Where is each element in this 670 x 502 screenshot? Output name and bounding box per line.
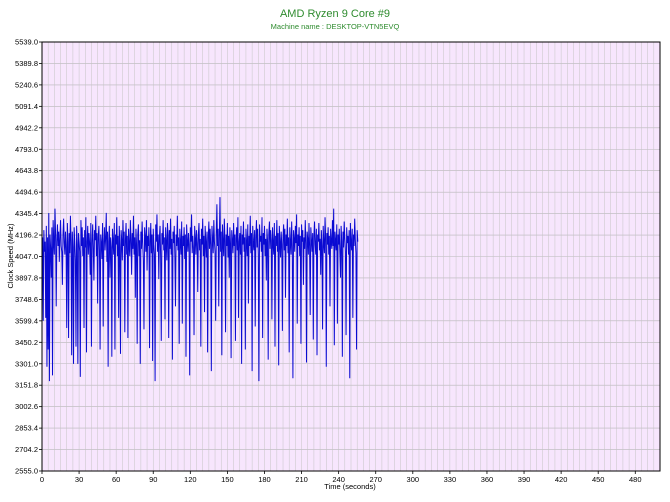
- x-tick-label: 240: [332, 475, 345, 484]
- y-tick-label: 3748.6: [15, 295, 38, 304]
- y-tick-label: 4643.8: [15, 166, 38, 175]
- x-tick-label: 90: [149, 475, 157, 484]
- x-tick-label: 390: [518, 475, 531, 484]
- y-axis-ticks: 2555.0 2704.2 2853.4 3002.6 3151.8 3301.0 3450…: [15, 38, 42, 476]
- x-tick-label: 60: [112, 475, 120, 484]
- x-tick-label: 360: [481, 475, 494, 484]
- series-line: [41, 197, 359, 382]
- y-tick-label: 5389.8: [15, 59, 38, 68]
- chart-title: AMD Ryzen 9 Core #9: [280, 8, 390, 20]
- x-tick-label: 210: [295, 475, 308, 484]
- x-tick-label: 150: [221, 475, 234, 484]
- y-tick-label: 3599.4: [15, 316, 38, 325]
- x-tick-label: 420: [555, 475, 568, 484]
- y-tick-label: 4793.0: [15, 145, 38, 154]
- y-tick-label: 5240.6: [15, 80, 38, 89]
- x-tick-label: 300: [407, 475, 420, 484]
- plot-border: [41, 41, 661, 472]
- x-tick-label: 180: [258, 475, 271, 484]
- y-tick-label: 3301.0: [15, 359, 38, 368]
- y-tick-label: 5539.0: [15, 38, 38, 47]
- x-tick-label: 270: [369, 475, 382, 484]
- y-axis-label: Clock Speed (MHz): [6, 223, 15, 289]
- x-tick-label: 480: [629, 475, 642, 484]
- y-tick-label: 2853.4: [15, 424, 38, 433]
- y-tick-label: 2704.2: [15, 445, 38, 454]
- y-tick-label: 4196.2: [15, 231, 38, 240]
- x-tick-label: 330: [444, 475, 457, 484]
- x-axis-ticks: 0 30 60 90 120 150 180 210 240 270 300 330 360 390 420…: [40, 471, 642, 484]
- y-tick-label: 3897.8: [15, 273, 38, 282]
- y-tick-label: 2555.0: [15, 467, 38, 476]
- x-tick-label: 120: [184, 475, 197, 484]
- y-tick-label: 3151.8: [15, 381, 38, 390]
- y-tick-label: 5091.4: [15, 102, 38, 111]
- x-tick-label: 0: [40, 475, 44, 484]
- x-axis-label: Time (seconds): [324, 482, 376, 491]
- y-tick-label: 4047.0: [15, 252, 38, 261]
- y-tick-label: 4942.2: [15, 123, 38, 132]
- y-tick-label: 4494.6: [15, 188, 38, 197]
- y-tick-label: 4345.4: [15, 209, 38, 218]
- x-tick-label: 30: [75, 475, 83, 484]
- x-tick-label: 450: [592, 475, 605, 484]
- y-tick-label: 3002.6: [15, 402, 38, 411]
- chart-subtitle: Machine name : DESKTOP-VTN5EVQ: [271, 22, 400, 31]
- y-tick-label: 3450.2: [15, 338, 38, 347]
